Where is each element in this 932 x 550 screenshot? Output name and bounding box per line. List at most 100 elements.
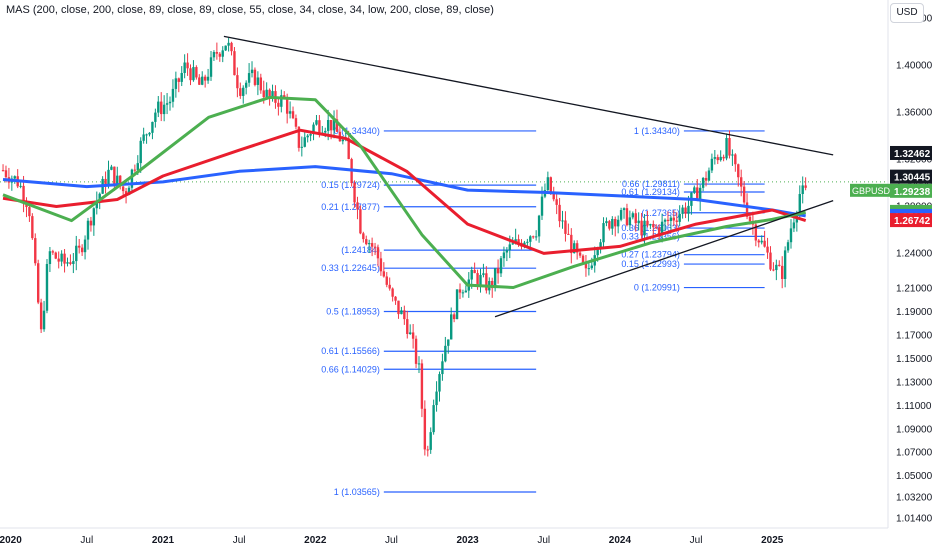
candle-body [83,239,87,253]
candle-body [86,220,90,240]
candle-body [628,217,632,226]
candle-body [678,213,681,222]
candle-body [253,69,257,85]
candle-body [441,361,444,375]
y-tick-label: 1.05000 [896,471,932,482]
candle-body [602,223,605,243]
candle-body [180,72,183,82]
fib-level-label: 0.61 (1.15566) [321,346,380,356]
moving-average-line [2,95,807,289]
candle-body [373,246,377,248]
y-tick-label: 1.40000 [896,61,932,72]
candle-body [309,134,312,136]
candle-body [359,209,362,234]
candle-body [332,119,336,131]
candle-body [587,268,591,270]
x-tick-label: Jul [233,535,246,546]
candle-body [124,191,128,196]
candle-body [745,202,749,217]
price-label-box [890,169,932,184]
candle-body [578,252,582,256]
candle-body [233,51,236,76]
moving-average-line [2,128,807,255]
candle-body [28,207,31,217]
candle-body [297,126,301,148]
candle-body [739,177,743,187]
x-tick-label: 2024 [609,535,632,546]
candle-body [423,408,427,450]
candle-body [362,233,365,240]
candle-body [288,111,292,114]
candle-body [417,363,421,365]
currency-button[interactable]: USD [890,3,924,23]
candle-body [643,220,646,236]
candle-body [499,258,503,274]
y-tick-label: 1.24000 [896,248,932,259]
candle-body [34,238,37,264]
candle-body [335,119,339,132]
fib-level-label: 0.27 (1.23794) [621,250,680,260]
fib-level-label: 0 (1.20991) [634,283,680,293]
candle-body [675,220,678,222]
candle-body [804,185,807,188]
x-tick-label: Jul [690,535,703,546]
candle-body [696,187,699,201]
candle-body [367,243,371,245]
candle-body [792,222,796,229]
price-label-box [890,183,932,198]
candle-body [646,220,649,226]
candle-body [318,120,321,133]
candle-body [584,263,588,269]
candle-body [315,120,318,125]
candle-body [326,119,330,131]
fib-level-label: 0.15 (1.22993) [621,259,680,269]
candle-body [461,292,465,294]
candle-body [174,78,178,89]
candle-body [801,185,804,195]
candle-body [652,224,655,228]
candle-body [701,177,705,188]
candle-body [731,154,734,156]
symbol-tag-text: GBPUSD [852,186,891,196]
fib-level-label: 0.21 (1.27877) [321,202,380,212]
candle-body [45,264,49,311]
candle-body [107,169,110,187]
candle-body [473,270,476,274]
candle-body [722,156,725,159]
candle-body [763,240,766,247]
candle-body [42,310,46,330]
candle-body [640,220,643,236]
candle-body [151,121,154,133]
candle-body [291,111,295,119]
candle-body [537,215,541,237]
candle-body [561,220,564,222]
candle-body [80,247,84,253]
candle-body [769,252,772,270]
candle-body [452,314,456,320]
candle-body [450,314,453,340]
x-tick-label: 2020 [0,535,22,546]
x-tick-label: 2023 [456,535,479,546]
candle-body [72,261,75,264]
symbol-tag [850,183,890,197]
candle-body [698,187,702,201]
candle-body [394,296,397,301]
candle-body [201,76,204,85]
candle-body [625,208,629,226]
fib-level-label: 0 (1.34340) [334,126,380,136]
candle-body [268,89,271,99]
y-tick-label: 1.07000 [896,448,932,459]
candle-body [573,243,576,254]
candle-body [203,76,207,81]
candle-body [429,432,432,450]
candle-body [505,250,509,253]
price-label-text: 1.29238 [894,187,931,198]
candle-body [778,264,781,266]
candle-body [534,236,538,238]
candle-body [546,177,550,191]
candle-body [110,166,113,170]
price-label-text: 1.26742 [894,216,931,227]
candle-body [470,270,473,280]
y-tick-label: 1.21000 [896,283,932,294]
